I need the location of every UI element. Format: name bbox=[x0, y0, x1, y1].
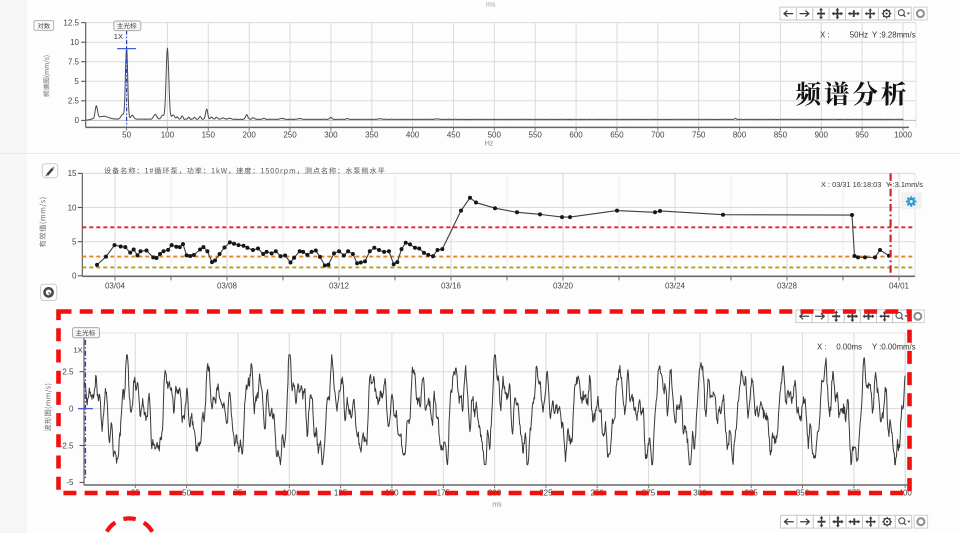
svg-text:750: 750 bbox=[692, 131, 706, 140]
svg-text:0: 0 bbox=[75, 116, 80, 125]
svg-text:700: 700 bbox=[651, 131, 665, 140]
svg-text:350: 350 bbox=[796, 489, 810, 498]
svg-text:275: 275 bbox=[642, 489, 656, 498]
svg-text:850: 850 bbox=[774, 131, 788, 140]
svg-text:175: 175 bbox=[437, 489, 451, 498]
svg-text:Y :9.28mm/s: Y :9.28mm/s bbox=[872, 30, 916, 39]
svg-text:225: 225 bbox=[539, 489, 553, 498]
svg-text:ms: ms bbox=[492, 502, 502, 509]
svg-text:150: 150 bbox=[202, 131, 216, 140]
svg-text:900: 900 bbox=[815, 131, 829, 140]
svg-text:200: 200 bbox=[243, 131, 257, 140]
svg-text:0: 0 bbox=[69, 404, 74, 413]
svg-text:100: 100 bbox=[161, 131, 175, 140]
svg-text:650: 650 bbox=[610, 131, 624, 140]
svg-text:12.5: 12.5 bbox=[63, 18, 79, 27]
svg-text:1000: 1000 bbox=[894, 131, 912, 140]
svg-text:03/12: 03/12 bbox=[329, 281, 350, 290]
svg-text:550: 550 bbox=[529, 131, 543, 140]
svg-text:1X: 1X bbox=[74, 346, 83, 355]
svg-text:950: 950 bbox=[855, 131, 869, 140]
svg-text:03/16: 03/16 bbox=[441, 281, 462, 290]
svg-text:-2.5: -2.5 bbox=[60, 441, 74, 450]
svg-text:500: 500 bbox=[488, 131, 502, 140]
svg-text:800: 800 bbox=[733, 131, 747, 140]
svg-text:03/24: 03/24 bbox=[665, 281, 686, 290]
svg-text:0.00ms: 0.00ms bbox=[836, 342, 862, 351]
svg-text:10: 10 bbox=[68, 203, 77, 212]
svg-text:Y :3.1mm/s: Y :3.1mm/s bbox=[886, 180, 924, 189]
svg-text:2.5: 2.5 bbox=[62, 368, 74, 377]
svg-text:600: 600 bbox=[569, 131, 583, 140]
svg-text:250: 250 bbox=[283, 131, 297, 140]
svg-text:10: 10 bbox=[70, 38, 79, 47]
svg-text:03/08: 03/08 bbox=[217, 281, 238, 290]
svg-text:400: 400 bbox=[406, 131, 420, 140]
svg-text:100: 100 bbox=[283, 489, 297, 498]
svg-text:X : 03/31 16:18:03: X : 03/31 16:18:03 bbox=[821, 180, 881, 189]
svg-text:X :: X : bbox=[820, 30, 830, 39]
svg-text:ms: ms bbox=[486, 2, 496, 9]
svg-text:Hz: Hz bbox=[485, 141, 494, 148]
svg-text:04/01: 04/01 bbox=[889, 281, 910, 290]
svg-text:50: 50 bbox=[122, 131, 131, 140]
svg-text:X :: X : bbox=[817, 342, 827, 351]
svg-text:1X: 1X bbox=[114, 32, 123, 41]
svg-text:0: 0 bbox=[72, 272, 77, 281]
svg-text:Y :0.00mm/s: Y :0.00mm/s bbox=[872, 342, 916, 351]
svg-text:03/04: 03/04 bbox=[105, 281, 126, 290]
svg-text:50: 50 bbox=[182, 489, 191, 498]
svg-text:50Hz: 50Hz bbox=[850, 30, 868, 39]
svg-text:5: 5 bbox=[72, 238, 77, 247]
svg-text:7.5: 7.5 bbox=[68, 58, 80, 67]
svg-text:15: 15 bbox=[68, 169, 77, 178]
svg-text:2.5: 2.5 bbox=[68, 97, 80, 106]
svg-text:300: 300 bbox=[324, 131, 338, 140]
svg-text:03/20: 03/20 bbox=[553, 281, 574, 290]
svg-text:450: 450 bbox=[447, 131, 461, 140]
svg-text:-5: -5 bbox=[66, 478, 74, 487]
svg-text:400: 400 bbox=[899, 489, 913, 498]
svg-text:5: 5 bbox=[75, 77, 80, 86]
svg-text:03/28: 03/28 bbox=[777, 281, 798, 290]
svg-text:350: 350 bbox=[365, 131, 379, 140]
